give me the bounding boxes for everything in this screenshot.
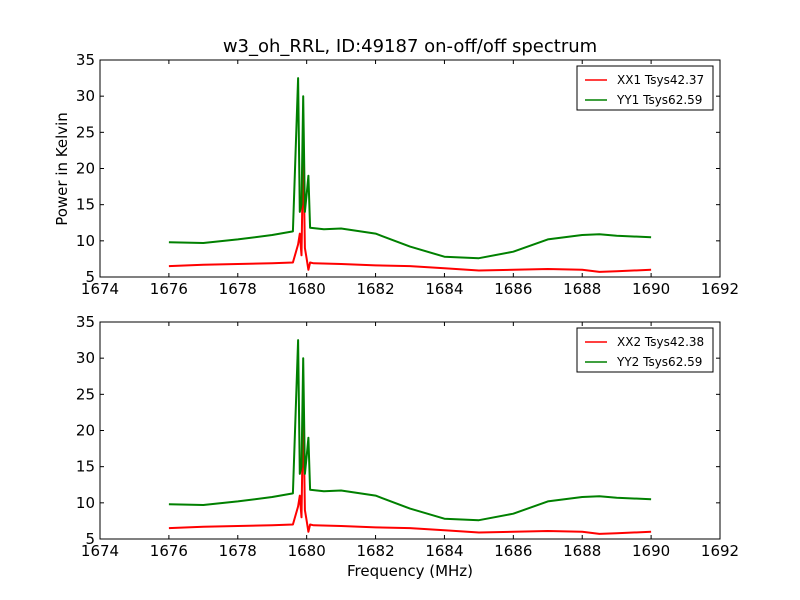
series-line-bottom-0 bbox=[168, 400, 652, 535]
legend-box bbox=[576, 327, 714, 373]
legend-entry: XX1 Tsys42.37 bbox=[617, 73, 704, 87]
y-tick-label: 35 bbox=[76, 51, 95, 69]
x-tick-label: 1680 bbox=[288, 280, 326, 298]
x-tick-label: 1686 bbox=[494, 280, 532, 298]
subplot-bottom: 1674 1676 1678 1680 1682 1684 1686 1688 1690 1692… bbox=[76, 313, 739, 560]
chart-title: w3_oh_RRL, ID:49187 on-off/off spectrum bbox=[223, 36, 597, 57]
y-tick-label: 30 bbox=[76, 349, 95, 367]
y-tick-label: 35 bbox=[76, 313, 95, 331]
x-tick-label: 1686 bbox=[494, 542, 532, 560]
x-tick-label: 1690 bbox=[632, 542, 670, 560]
x-tick-label: 1682 bbox=[356, 280, 394, 298]
y-tick-label: 5 bbox=[85, 268, 95, 286]
y-tick-label: 5 bbox=[85, 530, 95, 548]
x-tick-label: 1682 bbox=[356, 542, 394, 560]
y-tick-label: 25 bbox=[76, 385, 95, 403]
x-tick-label: 1688 bbox=[563, 542, 601, 560]
series-line-top-0 bbox=[168, 142, 652, 273]
x-tick-label: 1690 bbox=[632, 280, 670, 298]
series-line-bottom-1 bbox=[168, 339, 652, 522]
x-tick-label: 1684 bbox=[425, 280, 463, 298]
legend-box bbox=[576, 65, 714, 111]
subplot-top: 1674 1676 1678 1680 1682 1684 1686 1688 1690 1692… bbox=[76, 51, 739, 298]
x-tick-label: 1676 bbox=[150, 542, 188, 560]
y-axis-label: Power in Kelvin bbox=[53, 112, 71, 226]
legend-entry: YY2 Tsys62.59 bbox=[616, 355, 702, 369]
y-tick-label: 15 bbox=[76, 458, 95, 476]
y-tick-label: 20 bbox=[76, 422, 95, 440]
x-tick-label: 1688 bbox=[563, 280, 601, 298]
x-tick-label: 1678 bbox=[219, 280, 257, 298]
x-tick-label: 1678 bbox=[219, 542, 257, 560]
y-tick-label: 10 bbox=[76, 232, 95, 250]
x-tick-label: 1680 bbox=[288, 542, 326, 560]
y-tick-label: 10 bbox=[76, 494, 95, 512]
y-tick-label: 30 bbox=[76, 87, 95, 105]
legend-entry: XX2 Tsys42.38 bbox=[617, 335, 704, 349]
x-tick-label: 1674 bbox=[81, 542, 119, 560]
x-tick-label: 1674 bbox=[81, 280, 119, 298]
y-tick-label: 25 bbox=[76, 123, 95, 141]
series-line-top-1 bbox=[168, 77, 652, 260]
x-tick-label: 1684 bbox=[425, 542, 463, 560]
y-tick-label: 20 bbox=[76, 160, 95, 178]
x-axis-label: Frequency (MHz) bbox=[347, 562, 473, 580]
x-tick-label: 1692 bbox=[701, 542, 739, 560]
x-tick-label: 1676 bbox=[150, 280, 188, 298]
y-tick-label: 15 bbox=[76, 196, 95, 214]
legend-entry: YY1 Tsys62.59 bbox=[616, 93, 702, 107]
x-tick-label: 1692 bbox=[701, 280, 739, 298]
